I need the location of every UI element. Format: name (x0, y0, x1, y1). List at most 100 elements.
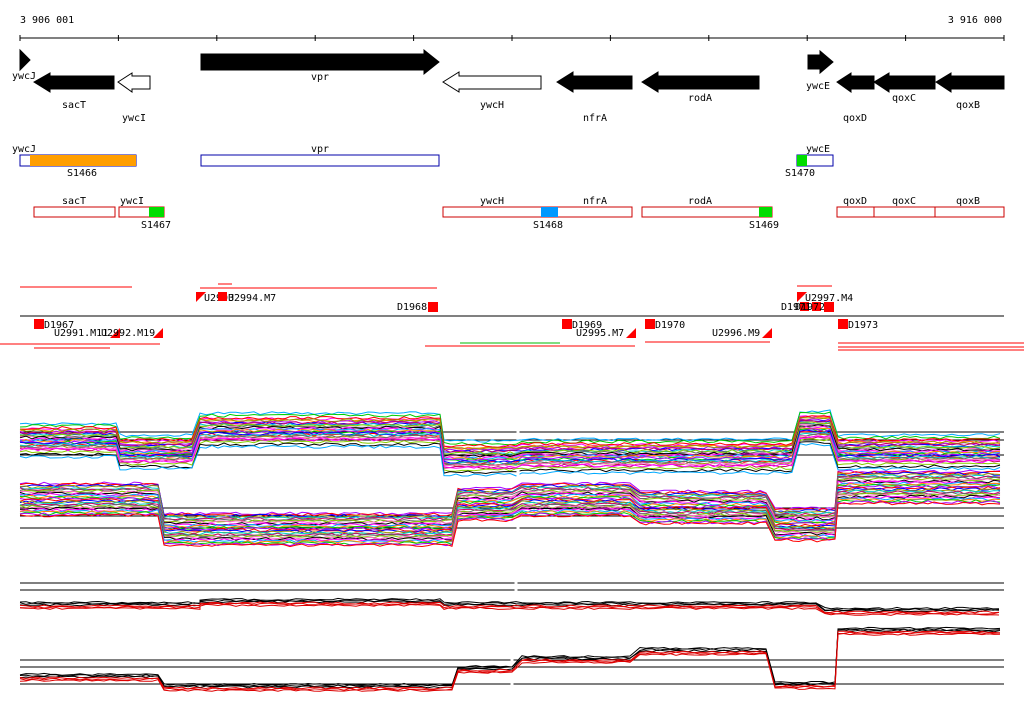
operon-label-ywcJ: ywcJ (12, 144, 36, 155)
ruler-start-label: 3 906 001 (20, 15, 74, 26)
summary-upper-line (19, 600, 1000, 613)
gene-label-vpr: vpr (311, 72, 329, 83)
positive-profile-line (19, 442, 1001, 477)
sigma-label-S1467: S1467 (141, 220, 171, 231)
operon-label-nfrA: nfrA (583, 196, 607, 207)
summary-profile-lines (19, 597, 1001, 692)
feature-label-U2996: U2996.M9 (712, 328, 760, 339)
negative-profile-line (19, 475, 1001, 521)
sigma-site-S1467[interactable] (149, 207, 164, 217)
positive-profile-line (19, 417, 1001, 451)
negative-profile-line (19, 491, 1001, 538)
gene-rodA[interactable] (641, 71, 760, 93)
feature-label-U2994: U2994.M7 (228, 293, 276, 304)
feature-label-D1968: D1968 (397, 302, 427, 313)
gene-ywcJ[interactable] (19, 48, 31, 72)
feature-D1972-marker[interactable] (812, 302, 821, 311)
negative-profile-lines (19, 469, 1001, 548)
gene-sacT[interactable] (33, 72, 115, 93)
operon-qox[interactable] (836, 206, 1005, 218)
negative-profile-line (19, 472, 1001, 519)
feature-label-U2992: U2992.M19 (101, 328, 155, 339)
gene-label-qoxD: qoxD (843, 113, 867, 124)
operon-sacT[interactable] (33, 206, 116, 218)
sigma-site-S1468[interactable] (541, 207, 558, 217)
gene-nfrA[interactable] (556, 71, 633, 93)
feature-U2994-marker[interactable] (218, 292, 227, 301)
gene-qoxB[interactable] (935, 72, 1005, 93)
negative-profile-line (19, 482, 1001, 529)
sigma-site-S1469[interactable] (759, 207, 772, 217)
sigma-site-S1466[interactable] (30, 155, 136, 166)
feature-D1973-marker[interactable] (838, 319, 848, 329)
sigma-site-S1470[interactable] (797, 155, 807, 166)
feature-label-D1973: D1973 (848, 320, 878, 331)
positive-profile-lines (19, 409, 1001, 477)
operon-label-ywcE: ywcE (806, 144, 830, 155)
gene-label-ywcH: ywcH (480, 100, 504, 111)
feature-label-D1969: D1969 (572, 320, 602, 331)
feature-D1971-marker[interactable] (800, 302, 809, 311)
negative-profile-line (19, 500, 1001, 547)
feature-U2991-marker[interactable] (110, 328, 120, 338)
summary-lower-line (19, 626, 1001, 686)
positive-profile-line (19, 419, 1001, 453)
operon-label-qoxC: qoxC (892, 196, 916, 207)
negative-profile-line (19, 469, 1001, 516)
feature-U2995-marker[interactable] (626, 328, 636, 338)
gene-qoxD[interactable] (836, 72, 875, 93)
gene-label-rodA: rodA (688, 93, 712, 104)
operon-label-qoxD: qoxD (843, 196, 867, 207)
feature-label-D1967: D1967 (44, 320, 74, 331)
operon-label-qoxB: qoxB (956, 196, 980, 207)
summary-lower-line (19, 628, 1001, 688)
positive-profile-line (19, 428, 1001, 463)
operon-track-lower: sacT ywcI S1467 ywcH nfrA S1468 rodA S14… (33, 196, 1005, 231)
operon-ywcH-nfrA[interactable] (442, 206, 633, 218)
sigma-label-S1469: S1469 (749, 220, 779, 231)
ruler-end-label: 3 916 000 (948, 15, 1002, 26)
gene-ywcH[interactable] (442, 71, 542, 93)
feature-U2997-marker[interactable] (797, 292, 807, 302)
operon-label-ywcH: ywcH (480, 196, 504, 207)
summary-lower-line (19, 630, 1001, 690)
feature-D1968-marker[interactable] (428, 302, 438, 312)
feature-U2996-marker[interactable] (762, 328, 772, 338)
feature-U2992-marker[interactable] (153, 328, 163, 338)
operon-vpr[interactable] (200, 154, 440, 167)
sigma-label-S1470: S1470 (785, 168, 815, 179)
operon-label-rodA: rodA (688, 196, 712, 207)
feature-label-U2997: U2997.M4 (805, 293, 853, 304)
feature-label-U2995: U2995.M7 (576, 328, 624, 339)
feature-D1970-marker[interactable] (645, 319, 655, 329)
feature-D1969-marker[interactable] (562, 319, 572, 329)
gene-label-qoxB: qoxB (956, 100, 980, 111)
gene-vpr[interactable] (200, 48, 440, 76)
gene-label-qoxC: qoxC (892, 93, 916, 104)
coordinate-ruler: 3 906 001 3 916 000 (19, 15, 1005, 41)
gene-label-sacT: sacT (62, 100, 86, 111)
feature-D1967-marker[interactable] (34, 319, 44, 329)
gene-qoxC[interactable] (873, 72, 936, 93)
gene-track: ywcJ sacT ywcI vpr ywcH nfrA rodA ywcE q… (12, 48, 1005, 124)
expression-track-positive (19, 409, 1004, 477)
gene-label-ywcJ: ywcJ (12, 71, 36, 82)
operon-label-sacT: sacT (62, 196, 86, 207)
positive-profile-line (19, 435, 1001, 470)
gene-ywcE[interactable] (807, 49, 834, 75)
positive-profile-line (19, 438, 1001, 472)
feature-label-U2991: U2991.M11 (54, 328, 108, 339)
feature-U2997-block[interactable] (824, 302, 834, 312)
feature-label-D1972: D1972 (795, 302, 825, 313)
positive-profile-line (19, 415, 1001, 448)
ruler-ticks (19, 35, 1005, 41)
summary-lower-line (19, 631, 1001, 691)
sigma-label-S1466: S1466 (67, 168, 97, 179)
operon-rodA[interactable] (641, 206, 773, 218)
negative-profile-line (19, 494, 1001, 541)
gene-ywcI[interactable] (117, 72, 151, 93)
gene-label-ywcI: ywcI (122, 113, 146, 124)
negative-profile-line (19, 501, 1001, 548)
operon-label-ywcI: ywcI (120, 196, 144, 207)
feature-U2993-marker[interactable] (196, 292, 206, 302)
